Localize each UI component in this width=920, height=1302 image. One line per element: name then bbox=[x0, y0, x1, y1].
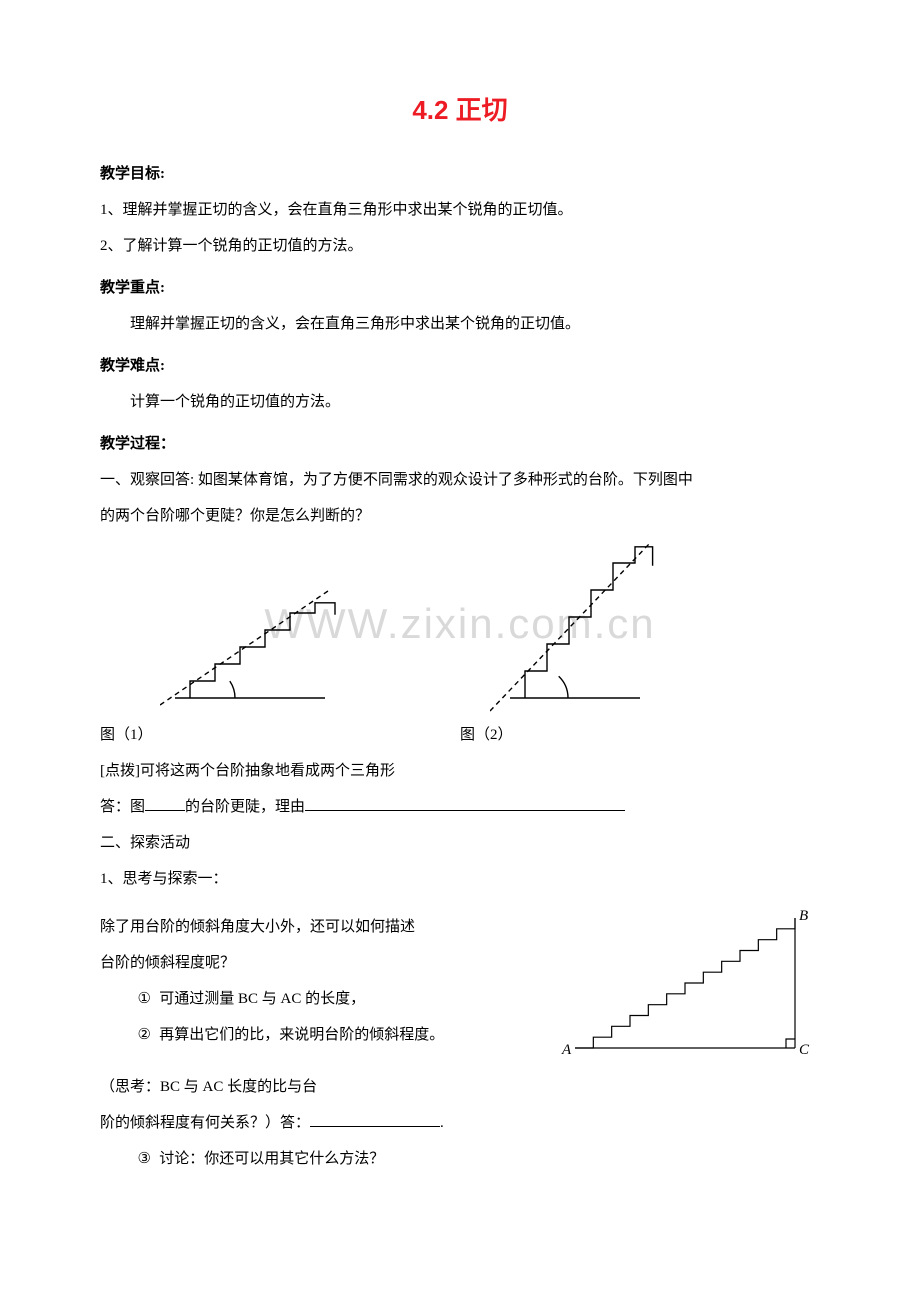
bullet-1: ① 可通过测量 BC 与 AC 的长度， bbox=[138, 987, 551, 1011]
svg-text:B: B bbox=[799, 908, 808, 924]
think-q-prefix: 阶的倾斜程度有何关系？）答： bbox=[100, 1115, 310, 1131]
triangle-figure: A B C bbox=[560, 903, 810, 1063]
heading-goal: 教学目标: bbox=[100, 162, 820, 186]
fig2-label: 图（2） bbox=[460, 723, 513, 747]
difficulty-text: 计算一个锐角的正切值的方法。 bbox=[100, 390, 820, 414]
think1-line1: 除了用台阶的倾斜角度大小外，还可以如何描述 bbox=[100, 915, 550, 939]
think-question: 阶的倾斜程度有何关系？）答：. bbox=[100, 1111, 820, 1135]
bullet-2: ② 再算出它们的比，来说明台阶的倾斜程度。 bbox=[138, 1023, 551, 1047]
think-q-suffix: . bbox=[440, 1115, 444, 1131]
fig1-label: 图（1） bbox=[100, 723, 460, 747]
svg-text:A: A bbox=[561, 1042, 572, 1058]
bullet-1-num: ① bbox=[138, 987, 156, 1011]
obs-line2: 的两个台阶哪个更陡？你是怎么判断的？ bbox=[100, 504, 820, 528]
goal-2: 2、了解计算一个锐角的正切值的方法。 bbox=[100, 234, 820, 258]
figure-row bbox=[160, 543, 820, 713]
obs-line1: 一、观察回答: 如图某体育馆，为了方便不同需求的观众设计了多种形式的台阶。下列图… bbox=[100, 468, 820, 492]
heading-process: 教学过程： bbox=[100, 432, 820, 456]
bullet-3-num: ③ bbox=[138, 1147, 156, 1171]
keypoint-text: 理解并掌握正切的含义，会在直角三角形中求出某个锐角的正切值。 bbox=[100, 312, 820, 336]
bullet-3: ③ 讨论：你还可以用其它什么方法？ bbox=[138, 1147, 821, 1171]
bullet-2-text: 再算出它们的比，来说明台阶的倾斜程度。 bbox=[159, 1027, 444, 1043]
goal-1: 1、理解并掌握正切的含义，会在直角三角形中求出某个锐角的正切值。 bbox=[100, 198, 820, 222]
think1-title: 1、思考与探索一： bbox=[100, 867, 820, 891]
heading-keypoint: 教学重点: bbox=[100, 276, 820, 300]
blank-which-fig bbox=[145, 795, 185, 811]
answer-mid: 的台阶更陡，理由 bbox=[185, 799, 305, 815]
answer-line: 答：图 的台阶更陡，理由 bbox=[100, 795, 820, 819]
bullet-2-num: ② bbox=[138, 1023, 156, 1047]
heading-difficulty: 教学难点: bbox=[100, 354, 820, 378]
answer-prefix: 答：图 bbox=[100, 799, 145, 815]
think1-line2: 台阶的倾斜程度呢？ bbox=[100, 951, 550, 975]
think-paren: （思考：BC 与 AC 长度的比与台 bbox=[100, 1075, 820, 1099]
blank-reason bbox=[305, 795, 625, 811]
hint-text: [点拨]可将这两个台阶抽象地看成两个三角形 bbox=[100, 759, 820, 783]
stairs-figure-1 bbox=[160, 583, 340, 713]
blank-relation bbox=[310, 1111, 440, 1127]
svg-text:C: C bbox=[799, 1042, 810, 1058]
explore-title: 二、探索活动 bbox=[100, 831, 820, 855]
stairs-figure-2 bbox=[490, 543, 660, 713]
bullet-3-text: 讨论：你还可以用其它什么方法？ bbox=[159, 1151, 384, 1167]
page-title: 4.2 正切 bbox=[100, 90, 820, 132]
bullet-1-text: 可通过测量 BC 与 AC 的长度， bbox=[159, 991, 365, 1007]
